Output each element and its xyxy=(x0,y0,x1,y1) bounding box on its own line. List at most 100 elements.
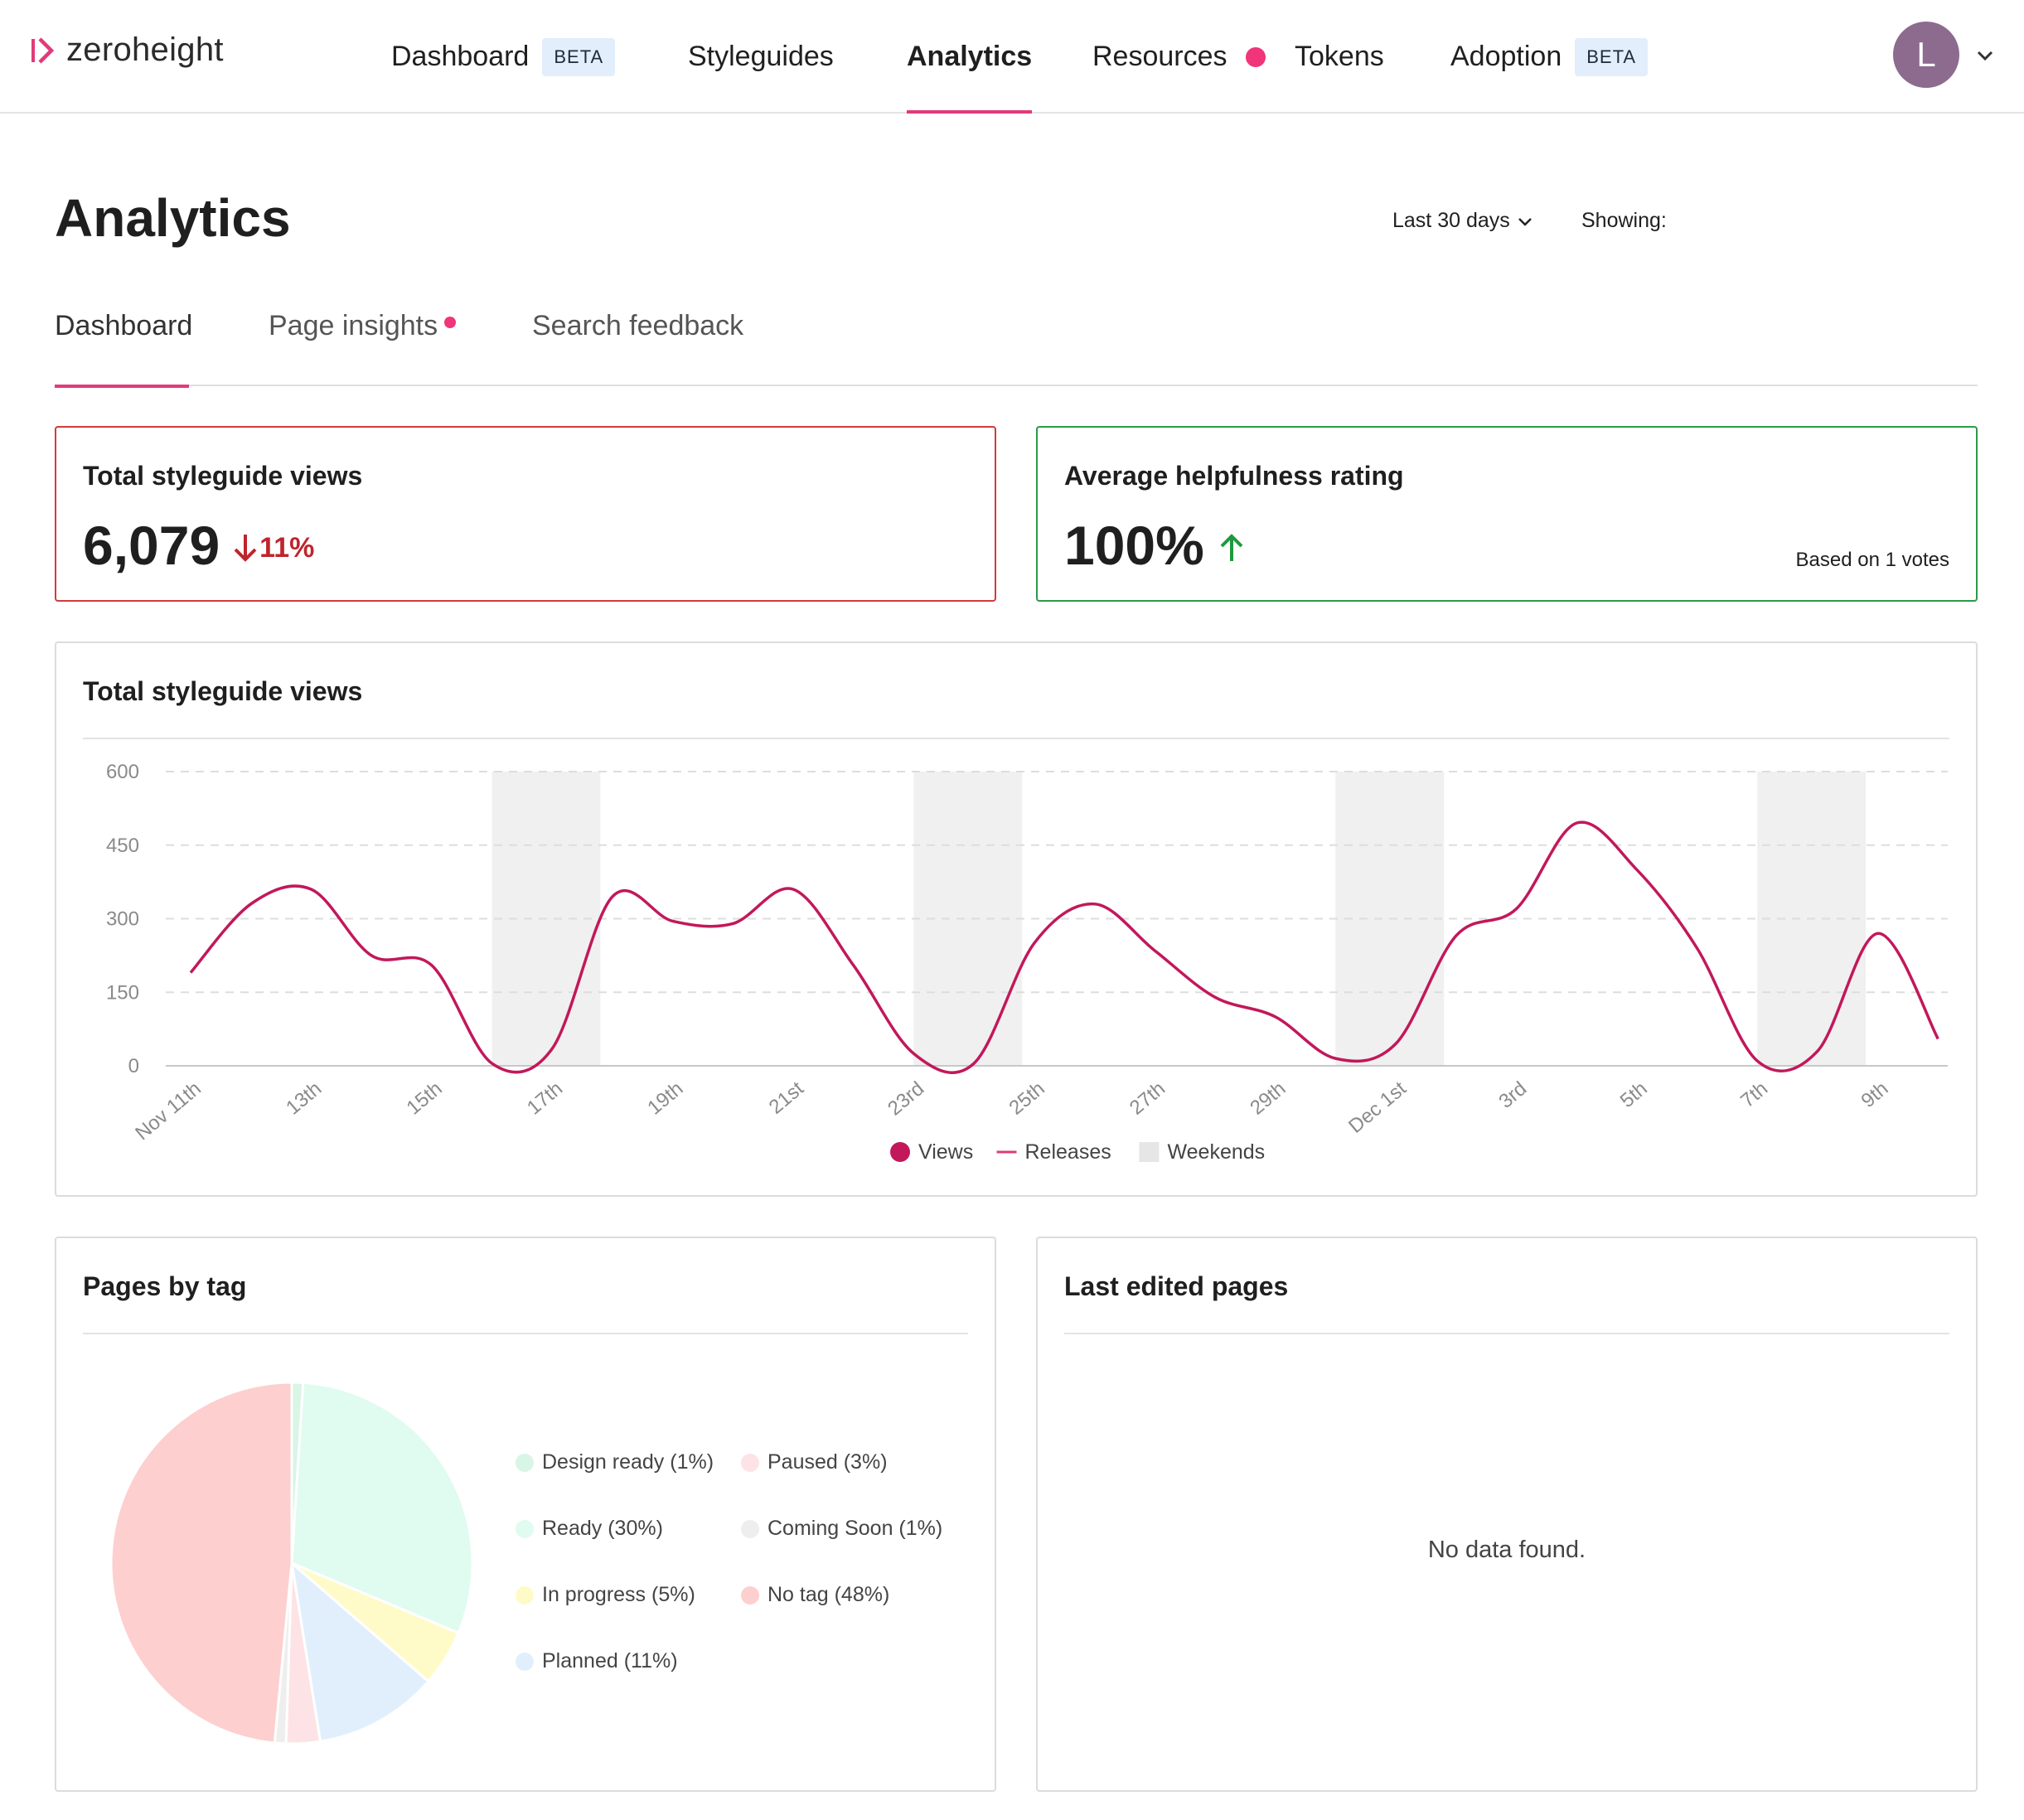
pie-legend-item[interactable]: No tag (48%) xyxy=(741,1583,889,1607)
showing-label: Showing: xyxy=(1581,209,1667,232)
logo[interactable]: zeroheight xyxy=(30,31,224,69)
views-data-point[interactable] xyxy=(1087,896,1103,912)
pie-slice-planned[interactable] xyxy=(289,1560,430,1743)
pie-legend-item[interactable]: In progress (5%) xyxy=(516,1583,695,1607)
arrow-down-icon xyxy=(234,535,257,562)
views-line-chart: 0 150 300 450 600 Nov 11th 13th 15th 17th 19th 21s… xyxy=(106,761,1948,1164)
beta-badge: BETA xyxy=(542,37,616,76)
legend-item-releases[interactable]: Releases xyxy=(996,1140,1111,1164)
helpfulness-card: Average helpfulness rating 100% Based on… xyxy=(1036,426,1978,602)
card-title: Average helpfulness rating xyxy=(1064,461,1404,491)
views-data-point[interactable] xyxy=(1689,940,1706,956)
pie-legend-item[interactable]: Paused (3%) xyxy=(741,1450,888,1474)
views-data-point[interactable] xyxy=(1809,1043,1826,1059)
chart-title: Total styleguide views xyxy=(83,676,363,706)
legend-swatch xyxy=(741,1453,759,1472)
tab-search-feedback[interactable]: Search feedback xyxy=(532,310,743,342)
nav-analytics-label: Analytics xyxy=(907,41,1033,72)
page-title: Analytics xyxy=(55,188,291,248)
nav-adoption[interactable]: Adoption BETA xyxy=(1450,0,1649,114)
views-data-point[interactable] xyxy=(1930,1030,1946,1047)
views-data-point[interactable] xyxy=(424,957,440,974)
views-data-point[interactable] xyxy=(484,1055,501,1072)
views-data-point[interactable] xyxy=(604,888,621,905)
views-data-point[interactable] xyxy=(182,965,199,981)
views-data-point[interactable] xyxy=(1146,942,1163,959)
nav-dashboard[interactable]: Dashboard BETA xyxy=(391,0,616,114)
views-data-point[interactable] xyxy=(1448,927,1465,944)
legend-item-weekends[interactable]: Weekends xyxy=(1139,1140,1266,1164)
tab-dashboard[interactable]: Dashboard xyxy=(55,310,192,342)
views-delta: 11% xyxy=(231,531,314,564)
legend-swatch xyxy=(516,1453,534,1472)
x-tick-label: 3rd xyxy=(1494,1077,1531,1113)
views-data-point[interactable] xyxy=(905,1045,922,1062)
x-tick-label: 15th xyxy=(403,1077,447,1120)
views-series-line xyxy=(189,820,1939,1074)
tab-search-feedback-label: Search feedback xyxy=(532,310,744,341)
tab-page-insights[interactable]: Page insights xyxy=(269,310,457,342)
views-data-point[interactable] xyxy=(724,915,741,932)
top-navigation: zeroheight Dashboard BETA Styleguides An… xyxy=(0,0,2024,114)
active-nav-indicator xyxy=(907,110,1033,114)
legend-label: Design ready (1%) xyxy=(542,1450,714,1474)
views-data-point[interactable] xyxy=(1749,1053,1765,1069)
views-data-point[interactable] xyxy=(544,1040,560,1057)
nav-analytics[interactable]: Analytics xyxy=(907,0,1033,114)
pages-by-tag-pie xyxy=(109,1381,474,1745)
pie-slice-ready[interactable] xyxy=(290,1381,474,1635)
y-tick-label: 150 xyxy=(106,981,139,1004)
pie-legend-item[interactable]: Coming Soon (1%) xyxy=(741,1517,942,1541)
chevron-down-icon xyxy=(1518,217,1532,226)
legend-label: No tag (48%) xyxy=(767,1583,890,1606)
nav-tokens[interactable]: Tokens xyxy=(1295,0,1384,114)
legend-item-views[interactable]: Views xyxy=(890,1140,973,1164)
chevron-down-icon[interactable] xyxy=(1973,43,1997,68)
views-data-point[interactable] xyxy=(966,1055,982,1072)
nav-styleguides[interactable]: Styleguides xyxy=(688,0,834,114)
legend-label: Paused (3%) xyxy=(767,1450,888,1474)
nav-resources-label: Resources xyxy=(1092,41,1227,72)
views-data-point[interactable] xyxy=(363,947,380,964)
x-tick-label: 29th xyxy=(1246,1077,1290,1120)
helpfulness-delta xyxy=(1218,531,1246,564)
pie-legend-item[interactable]: Ready (30%) xyxy=(516,1517,663,1541)
arrow-up-icon xyxy=(1220,534,1243,561)
views-data-point[interactable] xyxy=(665,912,681,929)
views-data-point[interactable] xyxy=(1207,989,1223,1005)
views-data-point[interactable] xyxy=(1387,1035,1404,1052)
views-delta-value: 11% xyxy=(259,531,315,564)
pie-slice-no-tag[interactable] xyxy=(109,1381,293,1745)
views-data-point[interactable] xyxy=(1026,935,1043,951)
date-range-dropdown[interactable]: Last 30 days xyxy=(1392,209,1535,233)
nav-adoption-label: Adoption xyxy=(1450,41,1562,72)
views-data-point[interactable] xyxy=(303,881,319,898)
views-data-point[interactable] xyxy=(1327,1050,1344,1067)
views-data-point[interactable] xyxy=(1568,815,1585,831)
legend-swatch xyxy=(516,1519,534,1538)
user-avatar[interactable]: L xyxy=(1893,22,1959,88)
svg-text:Releases: Releases xyxy=(1025,1140,1111,1164)
date-range-label: Last 30 days xyxy=(1392,209,1510,232)
x-tick-label: 25th xyxy=(1005,1077,1049,1120)
views-data-point[interactable] xyxy=(1629,861,1645,878)
views-data-point[interactable] xyxy=(1508,901,1524,917)
views-data-point[interactable] xyxy=(243,896,259,912)
pie-legend-item[interactable]: Design ready (1%) xyxy=(516,1450,714,1474)
legend-label: Coming Soon (1%) xyxy=(767,1517,943,1540)
svg-text:Views: Views xyxy=(918,1140,973,1164)
pie-legend-item[interactable]: Planned (11%) xyxy=(516,1649,678,1673)
views-data-point[interactable] xyxy=(1267,1009,1284,1025)
legend-label: In progress (5%) xyxy=(542,1583,695,1606)
legend-swatch xyxy=(741,1585,759,1605)
nav-styleguides-label: Styleguides xyxy=(688,41,834,72)
views-data-point[interactable] xyxy=(845,957,862,974)
nav-resources[interactable]: Resources xyxy=(1092,0,1266,114)
x-tick-label: 27th xyxy=(1126,1077,1169,1120)
x-tick-label: 9th xyxy=(1857,1077,1893,1112)
x-tick-label: Nov 11th xyxy=(131,1077,206,1145)
y-tick-label: 0 xyxy=(128,1055,139,1077)
views-data-point[interactable] xyxy=(1870,925,1886,941)
tab-page-insights-label: Page insights xyxy=(269,310,438,341)
views-data-point[interactable] xyxy=(785,881,801,898)
